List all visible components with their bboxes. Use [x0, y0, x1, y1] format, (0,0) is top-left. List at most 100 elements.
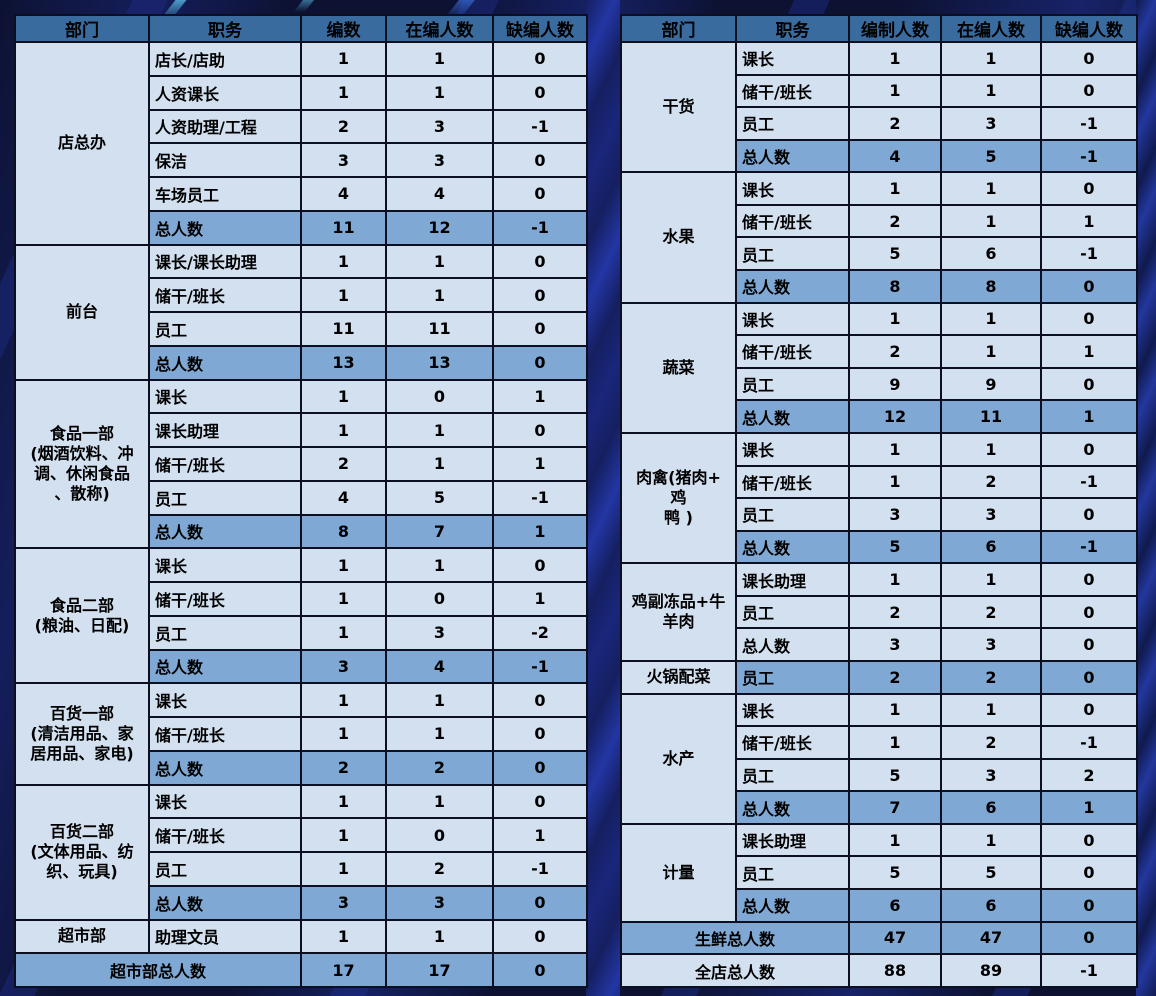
value-cell: 0 — [385, 378, 494, 415]
value-cell: 1 — [492, 513, 588, 550]
table-row: 计量 课长助理 1 1 0 — [620, 822, 1138, 923]
value-cell: 11 — [940, 399, 1042, 434]
position-cell: 总人数 — [148, 513, 302, 550]
position-cell: 课长助理 — [148, 412, 302, 448]
value-cell: 2 — [300, 749, 387, 786]
position-cell: 员工 — [148, 311, 302, 347]
value-cell: 1 — [300, 851, 387, 887]
position-cell: 助理文员 — [148, 918, 302, 955]
position-cell: 总人数 — [735, 399, 850, 434]
value-cell: 0 — [385, 581, 494, 617]
value-cell: 3 — [848, 627, 942, 662]
table-row: 人资课长 1 1 0 — [15, 74, 588, 111]
table-row: 储干/班长 1 0 1 — [15, 817, 588, 853]
value-cell: 3 — [385, 142, 494, 178]
value-cell: 3 — [300, 884, 387, 921]
table-row: 员工 4 5 -1 — [15, 479, 588, 516]
table-row: 前台 课长/课长助理 1 1 0 — [14, 243, 588, 381]
position-cell: 总人数 — [735, 790, 850, 825]
position-cell: 总人数 — [148, 884, 302, 921]
value-cell: 1 — [848, 171, 942, 206]
table-row: 储干/班长 1 2 -1 — [621, 725, 1138, 760]
value-cell: 1 — [940, 41, 1042, 76]
value-cell: 7 — [385, 513, 494, 550]
value-cell: 1 — [848, 692, 942, 728]
value-cell: 0 — [492, 412, 588, 448]
value-cell: 0 — [1040, 41, 1138, 76]
position-cell: 储干/班长 — [735, 203, 850, 239]
position-cell: 总人数 — [735, 138, 850, 174]
value-cell: 4 — [385, 176, 494, 212]
value-cell: 0 — [492, 176, 588, 212]
position-cell: 储干/班长 — [148, 581, 302, 617]
value-cell: 5 — [848, 757, 942, 793]
value-cell: 1 — [940, 301, 1042, 337]
value-cell: 5 — [940, 138, 1042, 174]
footer-total-label: 全店总人数 — [620, 953, 850, 988]
column-header: 部门 — [14, 14, 150, 43]
value-cell: 3 — [300, 648, 387, 685]
column-header: 部门 — [620, 14, 737, 43]
value-cell: -1 — [492, 108, 588, 145]
background-streak — [293, 0, 324, 12]
value-cell: 0 — [492, 918, 588, 955]
position-cell: 储干/班长 — [735, 464, 850, 500]
total-row: 总人数 12 11 1 — [621, 399, 1138, 434]
value-cell: 0 — [492, 344, 588, 381]
table-row: 超市部 助理文员 1 1 0 — [14, 918, 588, 955]
value-cell: 3 — [848, 497, 942, 532]
value-cell: 0 — [1040, 431, 1138, 467]
value-cell: 1 — [385, 716, 494, 752]
value-cell: 89 — [940, 953, 1042, 988]
position-cell: 总人数 — [735, 627, 850, 662]
value-cell: 11 — [385, 311, 494, 347]
position-cell: 储干/班长 — [148, 277, 302, 313]
value-cell: 1 — [385, 547, 494, 583]
value-cell: 0 — [492, 952, 588, 988]
value-cell: -1 — [1040, 106, 1138, 141]
value-cell: 13 — [300, 344, 387, 381]
value-cell: 3 — [300, 142, 387, 178]
value-cell: 9 — [940, 366, 1042, 402]
department-cell: 百货二部 (文体用品、纺 织、玩具) — [14, 783, 150, 921]
table-row: 保洁 3 3 0 — [15, 142, 588, 178]
value-cell: 47 — [940, 920, 1042, 956]
table-row: 肉禽(猪肉+ 鸡 鸭 ) 课长 1 1 0 — [620, 431, 1138, 565]
value-cell: 1 — [385, 74, 494, 111]
position-cell: 员工 — [735, 659, 850, 695]
position-cell: 课长 — [735, 171, 850, 206]
value-cell: 0 — [1040, 594, 1138, 630]
value-cell: 3 — [385, 614, 494, 651]
table-row: 鸡副冻品+牛 羊肉 课长助理 1 1 0 — [620, 562, 1138, 662]
column-header: 编制人数 — [848, 14, 942, 43]
table-row: 员工 2 3 -1 — [621, 106, 1138, 141]
position-cell: 员工 — [735, 366, 850, 402]
position-cell: 员工 — [735, 855, 850, 891]
value-cell: -1 — [1040, 464, 1138, 500]
value-cell: 0 — [492, 783, 588, 820]
table-row: 百货一部 (清洁用品、家 居用品、家电) 课长 1 1 0 — [14, 682, 588, 786]
column-header: 职务 — [148, 14, 302, 43]
footer-total-label: 超市部总人数 — [14, 952, 302, 988]
table-row: 员工 1 2 -1 — [15, 851, 588, 887]
value-cell: 17 — [300, 952, 387, 988]
value-cell: 1 — [300, 918, 387, 955]
total-row: 总人数 13 13 0 — [15, 344, 588, 381]
value-cell: 11 — [300, 209, 387, 246]
department-cell: 水产 — [620, 692, 737, 825]
value-cell: -1 — [492, 851, 588, 887]
table-row: 水果 课长 1 1 0 — [620, 171, 1138, 304]
value-cell: 1 — [492, 378, 588, 415]
total-row: 总人数 11 12 -1 — [15, 209, 588, 246]
table-row: 储干/班长 2 1 1 — [621, 334, 1138, 369]
value-cell: 1 — [492, 446, 588, 482]
value-cell: 1 — [300, 277, 387, 313]
table-row: 店总办 店长/店助 1 1 0 — [14, 41, 588, 246]
value-cell: 1 — [300, 581, 387, 617]
total-row: 总人数 3 4 -1 — [15, 648, 588, 685]
value-cell: 1 — [300, 412, 387, 448]
value-cell: 2 — [848, 106, 942, 141]
value-cell: 1 — [940, 431, 1042, 467]
position-cell: 课长 — [148, 378, 302, 415]
value-cell: 0 — [1040, 855, 1138, 891]
